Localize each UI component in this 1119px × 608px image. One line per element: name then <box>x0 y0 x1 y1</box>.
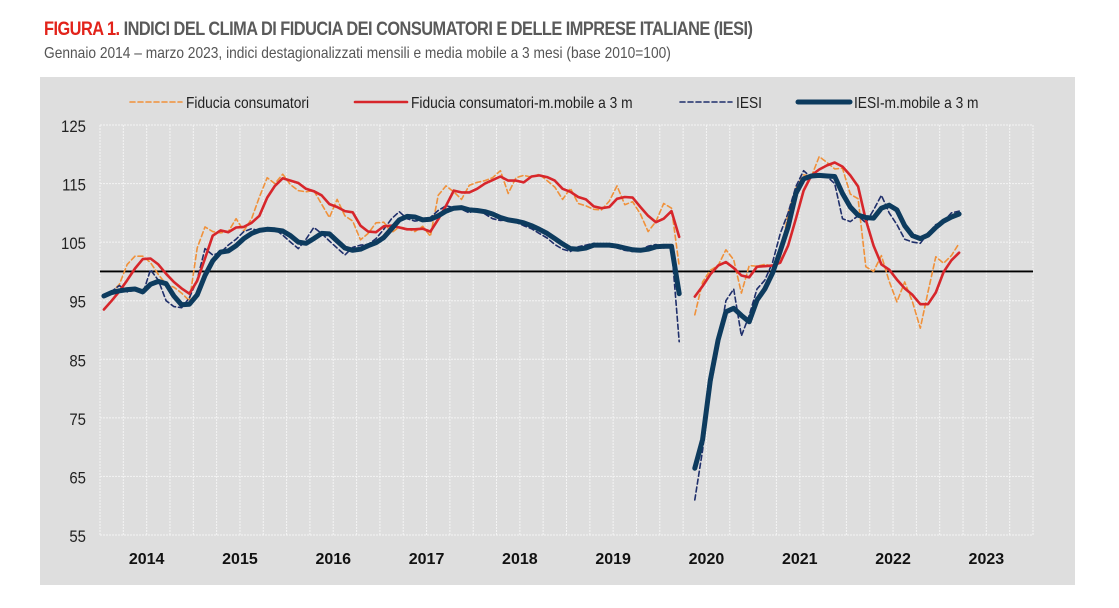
figure-title: FIGURA 1. INDICI DEL CLIMA DI FIDUCIA DE… <box>44 19 753 41</box>
x-tick-label: 2023 <box>969 551 1005 568</box>
y-tick-label: 125 <box>61 118 86 136</box>
y-tick-label: 85 <box>69 352 86 370</box>
x-tick-label: 2022 <box>875 551 911 568</box>
series-line-1 <box>102 161 961 311</box>
series-line-2 <box>103 169 960 501</box>
legend-label-2: IESI <box>736 94 762 112</box>
legend-label-0: Fiducia consumatori <box>186 94 309 112</box>
x-tick-label: 2015 <box>222 551 258 568</box>
x-tick-label: 2020 <box>689 551 725 568</box>
y-tick-label: 115 <box>62 177 86 195</box>
x-tick-label: 2017 <box>409 551 445 568</box>
figure-subtitle: Gennaio 2014 – marzo 2023, indici destag… <box>44 45 671 62</box>
x-tick-label: 2014 <box>129 551 165 568</box>
y-tick-label: 65 <box>69 470 86 488</box>
series-line-0 <box>103 155 960 329</box>
x-tick-label: 2016 <box>315 551 351 568</box>
x-tick-label: 2018 <box>502 551 538 568</box>
legend: Fiducia consumatori Fiducia consumatori-m… <box>129 94 979 112</box>
x-tick-label: 2021 <box>782 551 818 568</box>
figure-label: FIGURA 1. <box>44 19 120 40</box>
series-line-3 <box>101 172 962 471</box>
legend-label-3: IESI-m.mobile a 3 m <box>854 94 979 112</box>
y-tick-label: 75 <box>69 411 86 429</box>
y-tick-label: 55 <box>69 528 86 546</box>
x-tick-label: 2019 <box>595 551 631 568</box>
y-tick-label: 105 <box>61 235 86 253</box>
y-tick-label: 95 <box>69 294 86 312</box>
legend-label-1: Fiducia consumatori-m.mobile a 3 m <box>411 94 633 112</box>
figure-title-text: INDICI DEL CLIMA DI FIDUCIA DEI CONSUMAT… <box>119 19 753 40</box>
chart-panel <box>40 77 1075 585</box>
